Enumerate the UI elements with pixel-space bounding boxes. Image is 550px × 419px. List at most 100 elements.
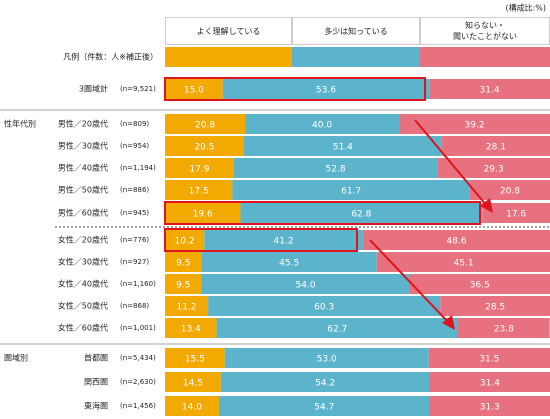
bar-segment [429,79,550,99]
bar-segment [245,114,400,134]
bar-segment [409,274,550,294]
legend-swatch [420,47,550,67]
category-label: 首都圏 [84,353,108,363]
sample-size: (n=1,194) [120,164,156,172]
value-label: 62.7 [327,325,347,335]
bar-segment [362,230,550,250]
value-label: 23.8 [494,325,514,335]
bar-segment [208,296,441,316]
bar-segment [220,372,430,392]
legend-label: 凡例（件数：人※補正後） [63,52,158,62]
value-label: 54.0 [296,281,316,291]
value-label: 48.6 [446,237,466,247]
bar-segment [165,372,221,392]
value-label: 31.5 [479,355,499,365]
bar-segment [165,79,223,99]
value-label: 29.3 [484,165,504,175]
bar-segment [165,296,209,316]
category-label: 男性／60歳代 [58,208,108,218]
value-label: 10.2 [175,237,195,247]
bar-segment [165,274,202,294]
bar-segment [165,203,241,223]
sample-size: (n=1,456) [120,402,156,410]
value-label: 45.1 [454,259,474,269]
value-label: 20.8 [195,121,215,131]
bar-segment [165,396,219,416]
highlight-box [164,201,481,225]
sample-size: (n=1,160) [120,280,156,288]
bar-segment [218,396,430,416]
value-label: 15.0 [184,86,204,96]
value-label: 41.2 [274,237,294,247]
value-label: 28.1 [486,143,506,153]
value-label: 45.5 [279,259,299,269]
value-label: 15.5 [185,355,205,365]
bar-segment [441,136,550,156]
arrow [414,119,488,207]
value-label: 53.6 [316,86,336,96]
value-label: 31.4 [480,86,500,96]
value-label: 36.5 [470,281,490,291]
sample-size: (n=776) [120,236,149,244]
bar-segment [165,136,244,156]
value-label: 61.7 [341,187,361,197]
legend-header: よく理解している [165,17,292,45]
bar-segment [165,158,234,178]
bar-segment [469,180,550,200]
value-label: 20.8 [500,187,520,197]
value-label: 17.6 [506,210,526,220]
bar-segment [165,230,205,250]
bar-segment [165,318,217,338]
highlight-box [164,228,358,252]
bar-segment [201,252,377,272]
bar-segment [240,203,483,223]
bar-segment [243,136,442,156]
value-label: 51.4 [333,143,353,153]
bar-segment [216,318,458,338]
category-label: 3圏域計 [79,84,108,94]
value-label: 53.0 [317,355,337,365]
highlight-box [164,77,426,101]
bar-segment [440,296,550,316]
bar-segment [429,372,550,392]
unit-note: (構成比:%) [505,3,546,13]
sample-size: (n=5,434) [120,354,156,362]
bar-segment [482,203,550,223]
legend-swatch [165,47,292,67]
value-label: 31.4 [480,379,500,389]
bar-segment [222,79,430,99]
bar-segment [429,396,550,416]
category-label: 関西圏 [84,378,108,387]
sample-size: (n=1,001) [120,324,156,332]
bar-segment [428,348,550,368]
group-label: 性年代別 [4,119,36,129]
bar-segment [224,348,429,368]
bar-segment [165,348,225,368]
value-label: 60.3 [314,303,334,313]
bar-segment [437,158,550,178]
sample-size: (n=9,521) [120,85,156,93]
sample-size: (n=886) [120,186,149,194]
bar-segment [232,180,470,200]
value-label: 54.7 [314,403,334,413]
value-label: 9.5 [176,259,190,269]
bar-segment [165,180,233,200]
sample-size: (n=927) [120,258,149,266]
sample-size: (n=809) [120,120,149,128]
arrow-head [442,315,455,330]
value-label: 17.9 [189,165,209,175]
category-label: 女性／40歳代 [58,279,108,289]
legend-header: 多少は知っている [292,17,420,45]
value-label: 11.2 [177,303,197,313]
value-label: 52.8 [326,165,346,175]
value-label: 13.4 [181,325,201,335]
category-label: 男性／30歳代 [58,141,108,151]
value-label: 39.2 [465,121,485,131]
sample-size: (n=954) [120,142,149,150]
value-label: 28.5 [485,303,505,313]
value-label: 19.6 [193,210,213,220]
value-label: 14.0 [182,403,202,413]
legend-swatch [292,47,420,67]
